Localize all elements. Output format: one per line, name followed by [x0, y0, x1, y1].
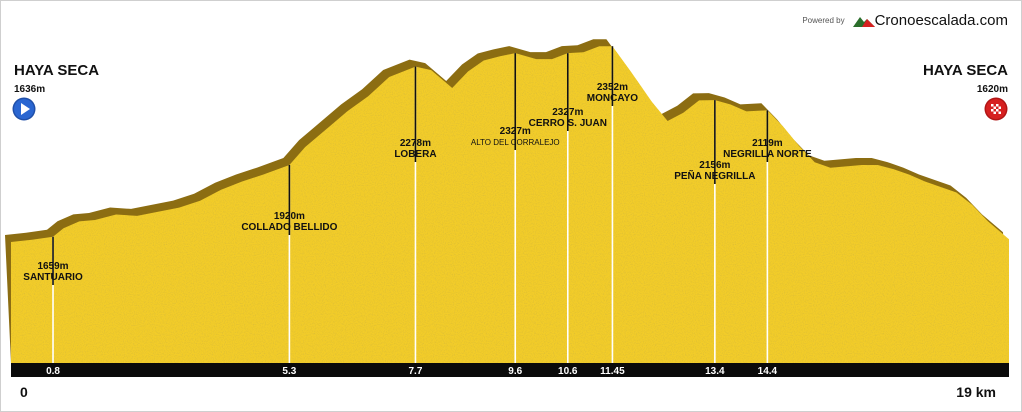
axis-start-km: 0 [20, 384, 28, 400]
finish-altitude: 1620m [976, 84, 1008, 95]
profile-area [11, 46, 1009, 363]
waypoint-name: COLLADO BELLIDO [241, 222, 337, 233]
waypoint-name: MONCAYO [587, 93, 639, 104]
waypoint-altitude: 2327m [500, 126, 531, 137]
km-tick-label: 5.3 [282, 366, 296, 377]
waypoint-altitude: 1659m [37, 261, 68, 272]
start-altitude: 1636m [14, 84, 46, 95]
waypoint-altitude: 2352m [597, 82, 628, 93]
mountain-logo-icon [852, 16, 875, 27]
km-tick-label: 14.4 [758, 366, 778, 377]
waypoint-name: ALTO DEL CORRALEJO [471, 138, 560, 147]
waypoint-name: CERRO S. JUAN [529, 118, 607, 129]
waypoint-altitude: 2119m [752, 138, 783, 149]
waypoint-altitude: 1920m [274, 211, 305, 222]
start-name: HAYA SECA [14, 62, 100, 79]
km-tick-label: 0.8 [46, 366, 60, 377]
waypoint-altitude: 2278m [400, 138, 431, 149]
km-tick-label: 11.45 [600, 366, 625, 377]
km-tick-label: 10.6 [558, 366, 578, 377]
play-icon [12, 97, 36, 121]
waypoint-name: SANTUARIO [23, 272, 83, 283]
brand-name: Cronoescalada.com [874, 12, 1008, 29]
waypoint-name: PEÑA NEGRILLA [674, 169, 755, 182]
km-tick-label: 9.6 [508, 366, 522, 377]
km-tick-label: 13.4 [705, 366, 725, 377]
distance-band [11, 363, 1009, 377]
finish-name: HAYA SECA [922, 62, 1008, 79]
powered-by-label: Powered by [802, 16, 845, 25]
checkered-flag-icon [984, 97, 1008, 121]
waypoint-name: NEGRILLA NORTE [723, 149, 812, 160]
km-tick-label: 7.7 [408, 366, 422, 377]
axis-end-km: 19 km [956, 384, 996, 400]
waypoint-altitude: 2156m [699, 160, 730, 171]
brand: Powered by Cronoescalada.com [802, 12, 1008, 29]
waypoint-altitude: 2327m [552, 107, 583, 118]
waypoint-name: LOBERA [394, 149, 436, 160]
